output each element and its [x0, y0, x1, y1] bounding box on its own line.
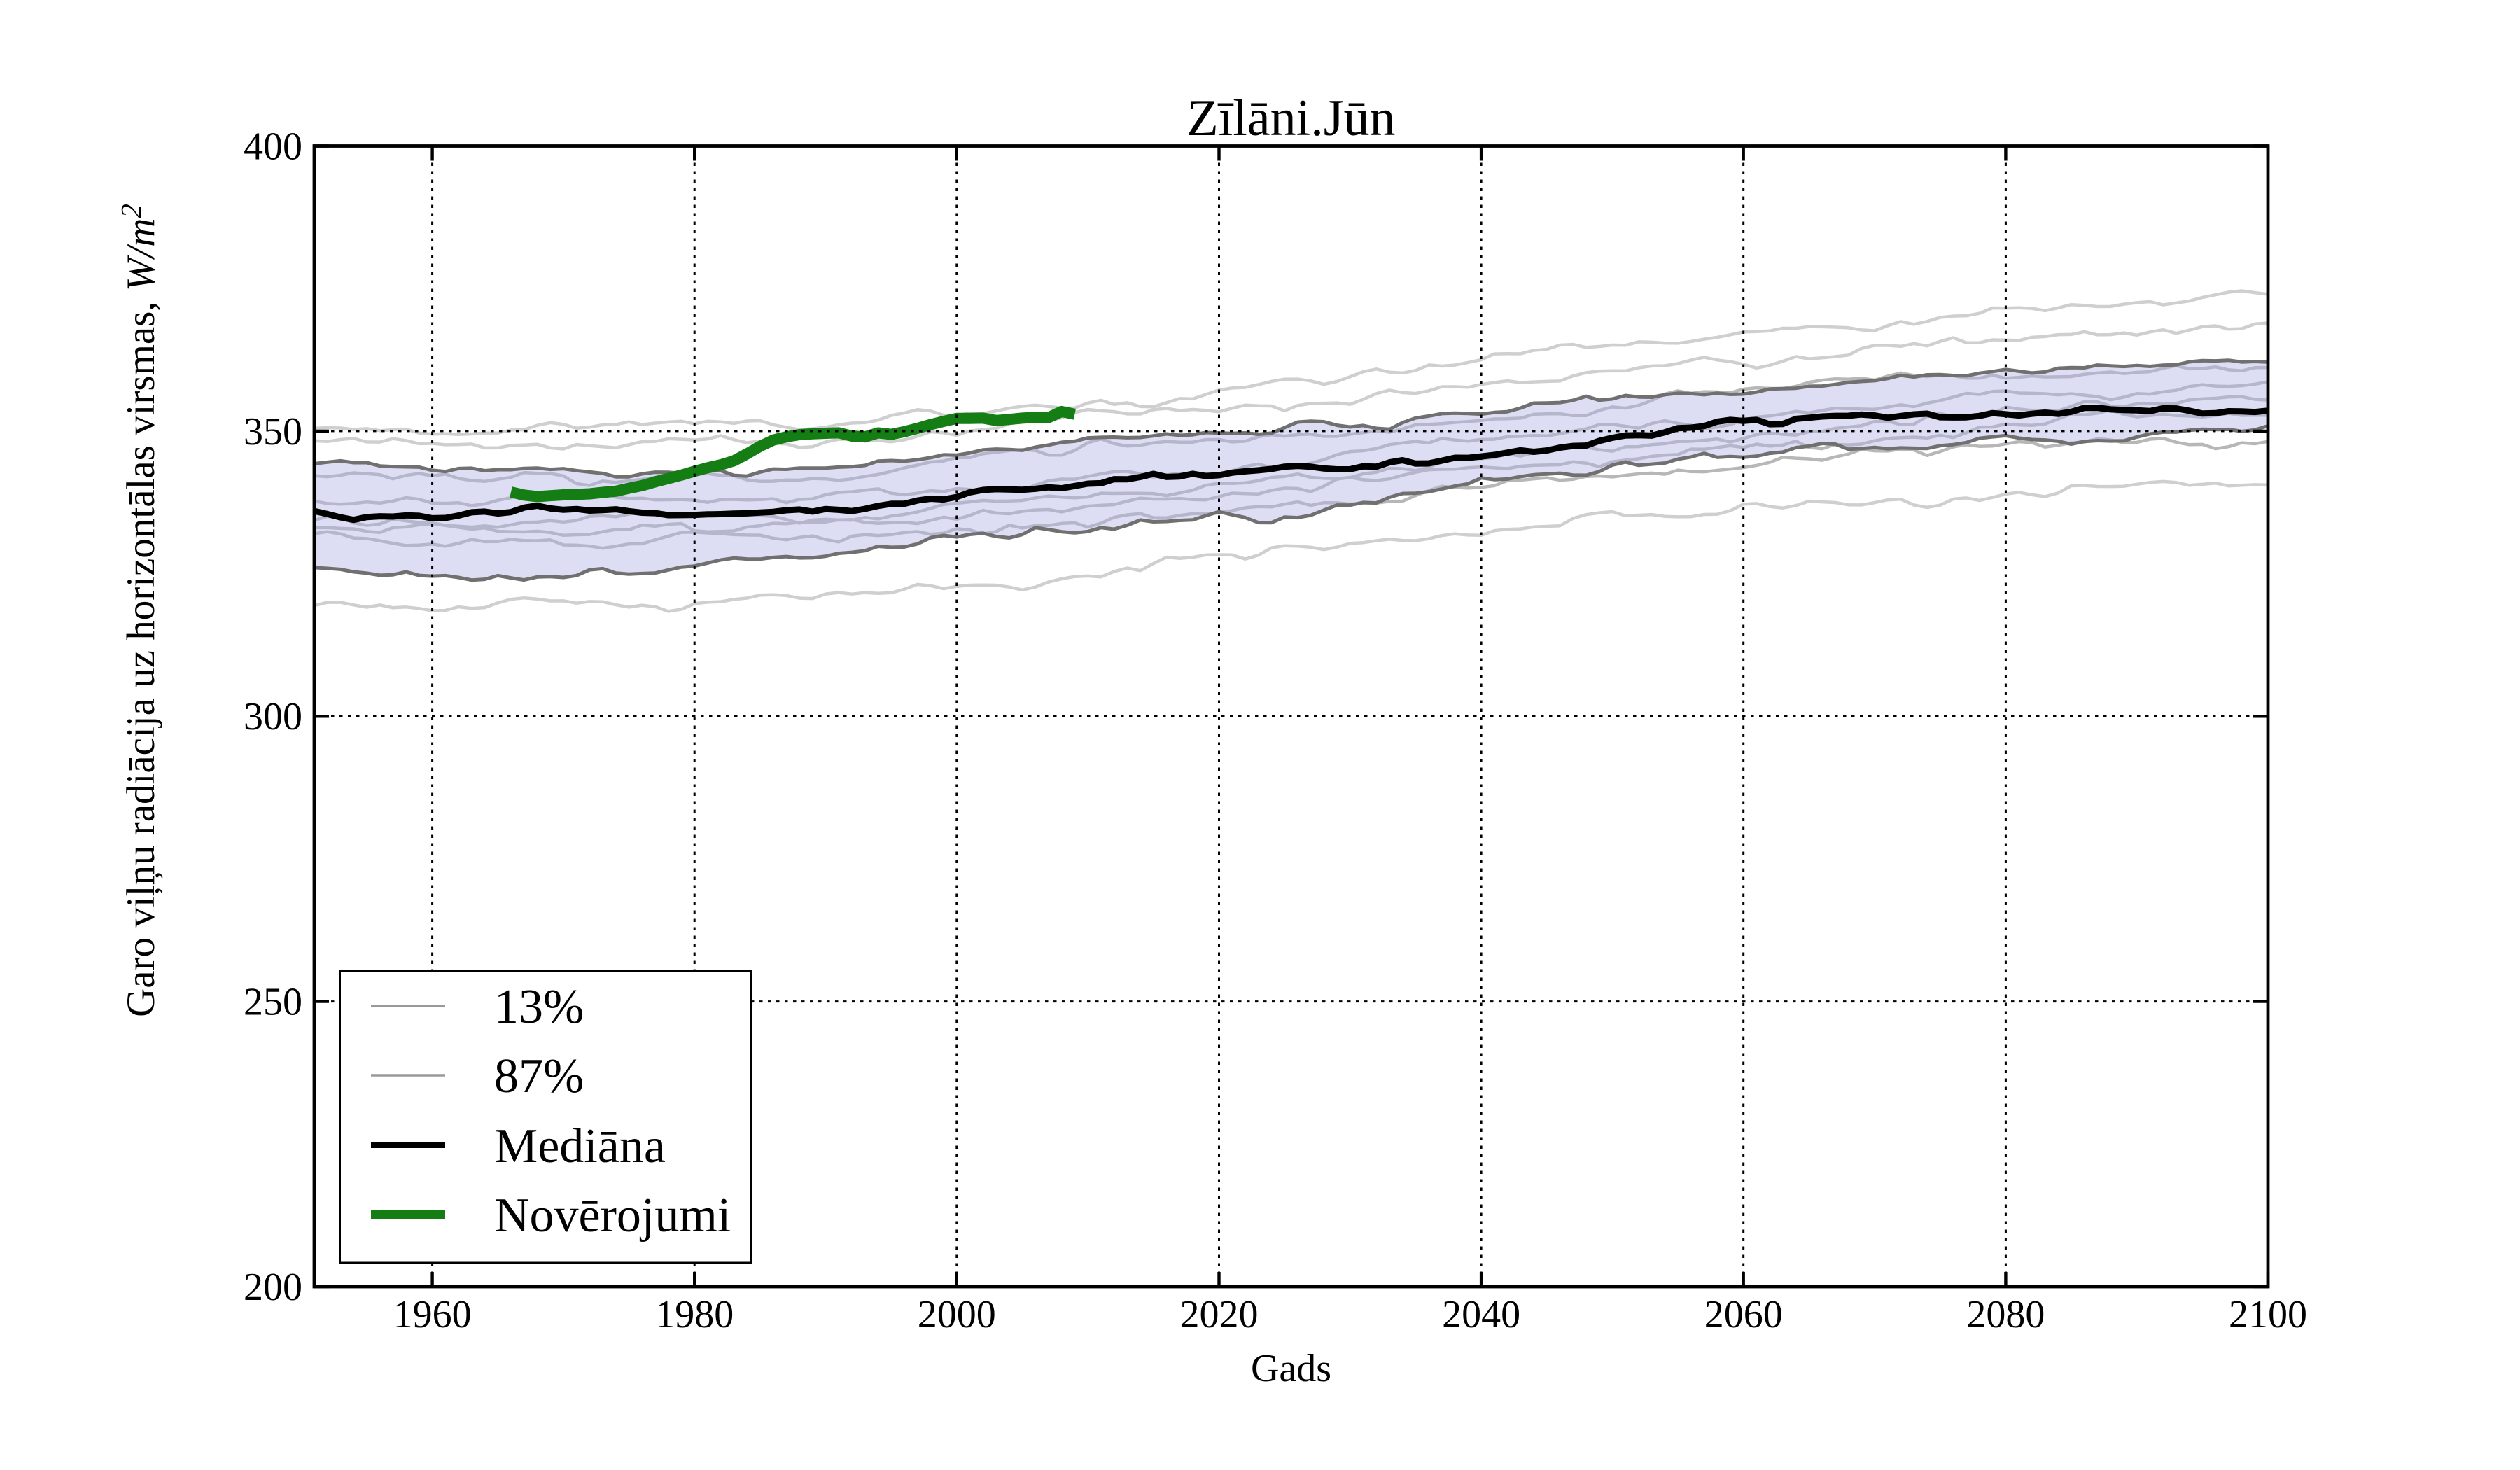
svg-text:2060: 2060: [1704, 1293, 1783, 1336]
svg-text:Garo viļņu radiācija uz horizo: Garo viļņu radiācija uz horizontālas vir…: [115, 204, 163, 1017]
svg-text:2020: 2020: [1180, 1293, 1259, 1336]
svg-text:200: 200: [244, 1266, 302, 1309]
svg-text:87%: 87%: [494, 1049, 584, 1103]
svg-text:1980: 1980: [655, 1293, 734, 1336]
svg-text:Gads: Gads: [1251, 1347, 1331, 1390]
svg-text:350: 350: [244, 410, 302, 454]
svg-text:250: 250: [244, 981, 302, 1024]
svg-text:13%: 13%: [494, 980, 584, 1034]
svg-text:300: 300: [244, 695, 302, 738]
svg-text:2080: 2080: [1966, 1293, 2045, 1336]
svg-text:2040: 2040: [1442, 1293, 1520, 1336]
svg-text:Zīlāni.Jūn: Zīlāni.Jūn: [1186, 90, 1395, 147]
svg-text:2100: 2100: [2229, 1293, 2307, 1336]
svg-text:Novērojumi: Novērojumi: [494, 1189, 731, 1242]
svg-text:Mediāna: Mediāna: [494, 1119, 666, 1173]
svg-text:2000: 2000: [918, 1293, 996, 1336]
svg-text:1960: 1960: [393, 1293, 472, 1336]
svg-text:400: 400: [244, 125, 302, 169]
